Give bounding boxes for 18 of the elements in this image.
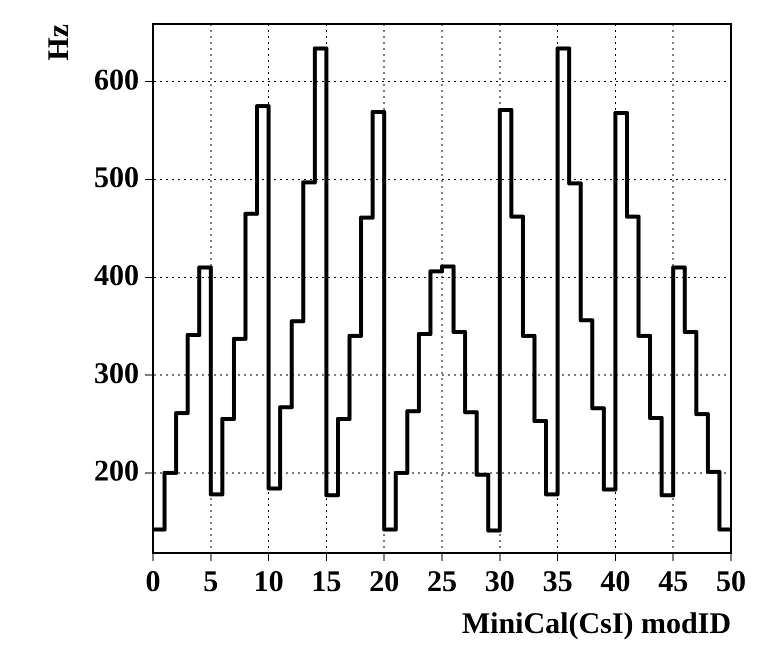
x-tick-label: 5: [203, 564, 218, 598]
y-tick-label: 500: [94, 161, 139, 194]
x-tick-label: 15: [311, 564, 342, 598]
y-tick-label: 600: [94, 63, 139, 96]
x-axis-title: MiniCal(CsI) modID: [462, 606, 731, 640]
x-tick-label: 35: [542, 564, 573, 598]
y-axis-title: Hz: [42, 24, 75, 61]
x-tick-label: 30: [484, 564, 515, 598]
y-tick-label: 400: [94, 259, 139, 292]
x-tick-label: 0: [146, 564, 160, 598]
x-tick-label: 45: [658, 564, 688, 598]
x-tick-label: 20: [369, 564, 400, 598]
x-tick-label: 10: [254, 564, 284, 598]
x-tick-label: 25: [427, 564, 457, 598]
x-tick-label: 50: [716, 564, 746, 598]
y-tick-label: 300: [94, 356, 139, 390]
x-tick-label: 40: [600, 564, 630, 598]
y-tick-label: 200: [94, 454, 139, 488]
